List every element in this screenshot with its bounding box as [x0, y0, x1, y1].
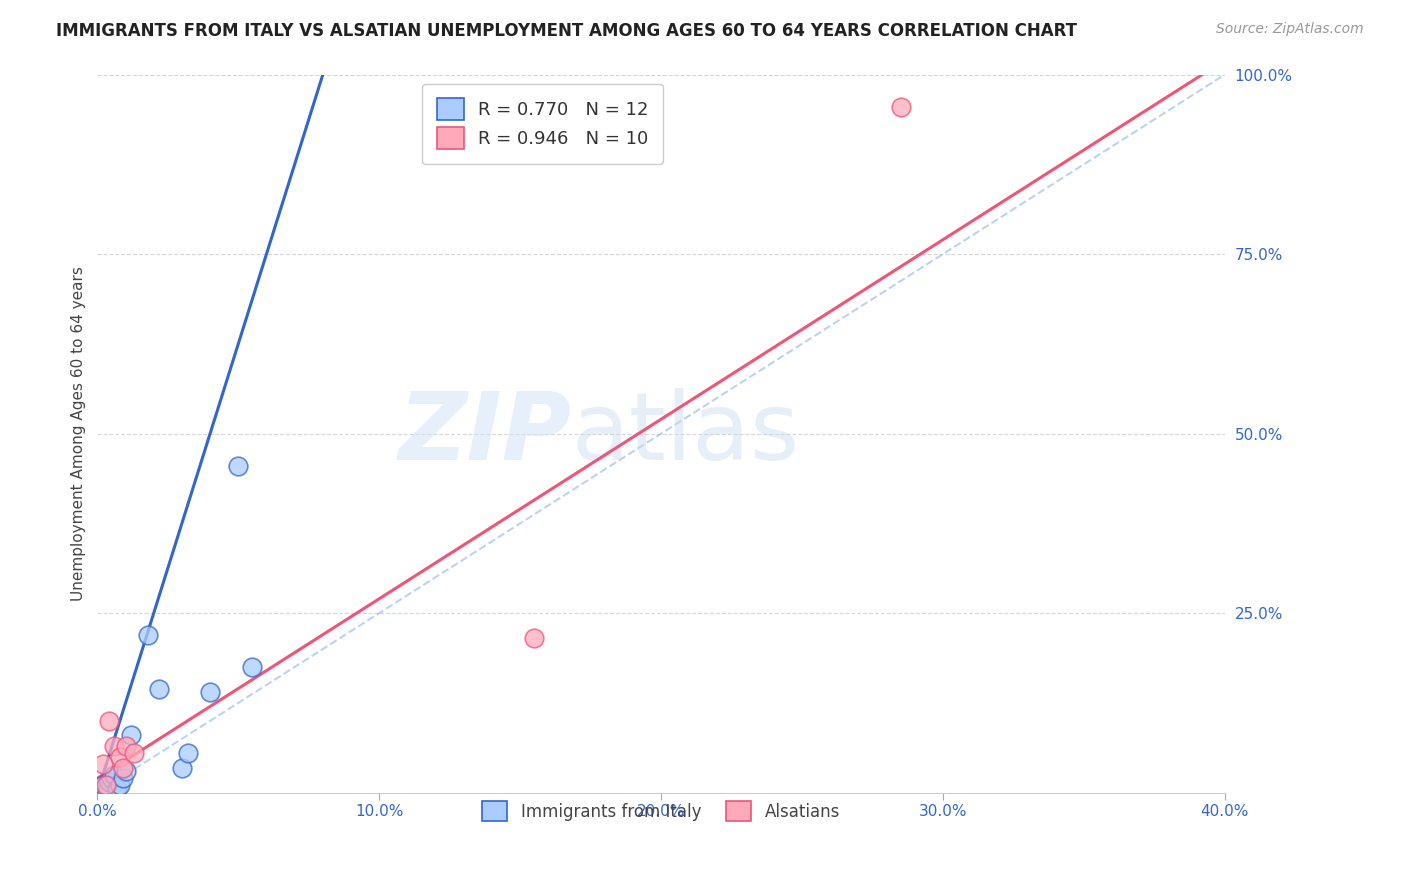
Point — [94, 779, 117, 793]
Point — [242, 660, 264, 674]
Point — [120, 728, 142, 742]
Point — [103, 739, 125, 753]
Point — [148, 681, 170, 696]
Point — [890, 100, 912, 114]
Text: Source: ZipAtlas.com: Source: ZipAtlas.com — [1216, 22, 1364, 37]
Point — [198, 685, 221, 699]
Point — [122, 746, 145, 760]
Point — [105, 782, 128, 797]
Point — [114, 764, 136, 778]
Point — [103, 767, 125, 781]
Point — [226, 458, 249, 473]
Point — [108, 749, 131, 764]
Point — [108, 779, 131, 793]
Point — [114, 739, 136, 753]
Point — [97, 714, 120, 728]
Text: atlas: atlas — [571, 388, 799, 480]
Point — [523, 632, 546, 646]
Legend: Immigrants from Italy, Alsatians: Immigrants from Italy, Alsatians — [470, 788, 853, 835]
Point — [100, 772, 122, 786]
Point — [97, 775, 120, 789]
Point — [136, 628, 159, 642]
Text: ZIP: ZIP — [398, 388, 571, 480]
Point — [170, 760, 193, 774]
Y-axis label: Unemployment Among Ages 60 to 64 years: Unemployment Among Ages 60 to 64 years — [72, 266, 86, 601]
Text: IMMIGRANTS FROM ITALY VS ALSATIAN UNEMPLOYMENT AMONG AGES 60 TO 64 YEARS CORRELA: IMMIGRANTS FROM ITALY VS ALSATIAN UNEMPL… — [56, 22, 1077, 40]
Point — [91, 756, 114, 771]
Point — [176, 746, 198, 760]
Point — [111, 772, 134, 786]
Point — [111, 760, 134, 774]
Point — [91, 779, 114, 793]
